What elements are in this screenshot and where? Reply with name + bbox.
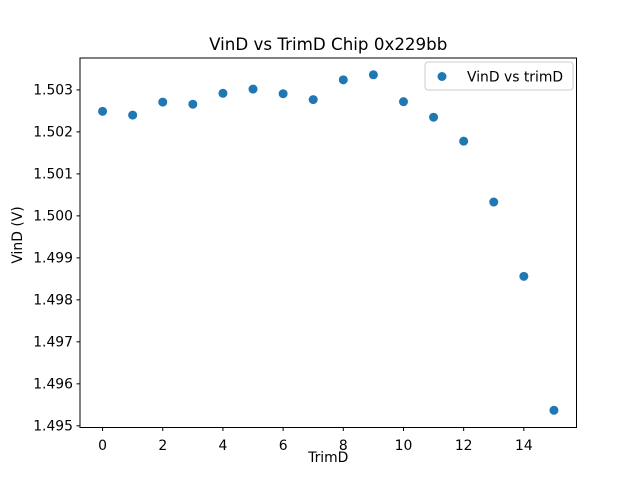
x-tick-label: 0 xyxy=(98,438,107,454)
data-point xyxy=(278,89,288,99)
x-tick-label: 12 xyxy=(455,438,473,454)
y-tick-label: 1.496 xyxy=(33,377,73,393)
data-point xyxy=(459,136,469,146)
y-tick-label: 1.495 xyxy=(33,419,73,435)
chart-title: VinD vs TrimD Chip 0x229bb xyxy=(209,34,447,54)
x-tick-label: 10 xyxy=(395,438,413,454)
data-point xyxy=(489,197,499,207)
x-tick-label: 4 xyxy=(219,438,228,454)
data-points xyxy=(98,70,559,415)
x-tick-label: 14 xyxy=(515,438,533,454)
data-point xyxy=(128,110,138,120)
legend: VinD vs trimD xyxy=(424,61,574,91)
data-point xyxy=(248,84,258,94)
data-point xyxy=(218,88,228,98)
data-point xyxy=(519,271,529,281)
y-tick-label: 1.497 xyxy=(33,335,73,351)
y-axis-ticks: 1.495 1.496 1.497 1.498 1.499 1.500 1.501 1.502… xyxy=(33,83,80,435)
data-point xyxy=(98,106,108,116)
legend-box xyxy=(424,61,574,91)
x-tick-label: 6 xyxy=(279,438,288,454)
y-tick-label: 1.498 xyxy=(33,293,73,309)
data-point xyxy=(308,95,318,105)
legend-label: VinD vs trimD xyxy=(467,70,563,86)
data-point xyxy=(429,112,439,122)
plot-area xyxy=(80,58,577,428)
data-point xyxy=(338,75,348,85)
x-axis-ticks: 0 2 4 6 8 10 12 14 xyxy=(98,427,533,454)
data-point xyxy=(549,405,559,415)
x-tick-label: 2 xyxy=(158,438,167,454)
y-tick-label: 1.501 xyxy=(33,167,73,183)
data-point xyxy=(368,70,378,80)
x-axis-label: TrimD xyxy=(307,450,348,466)
y-tick-label: 1.500 xyxy=(33,209,73,225)
data-point xyxy=(158,97,168,107)
x-tick-label: 8 xyxy=(339,438,348,454)
y-axis-label: VinD (V) xyxy=(10,206,26,263)
legend-marker-icon xyxy=(437,72,447,81)
y-tick-label: 1.503 xyxy=(33,83,73,99)
data-point xyxy=(398,97,408,107)
data-point xyxy=(188,99,198,109)
y-tick-label: 1.502 xyxy=(33,125,73,141)
y-tick-label: 1.499 xyxy=(33,251,73,267)
axes-frame xyxy=(79,57,577,428)
